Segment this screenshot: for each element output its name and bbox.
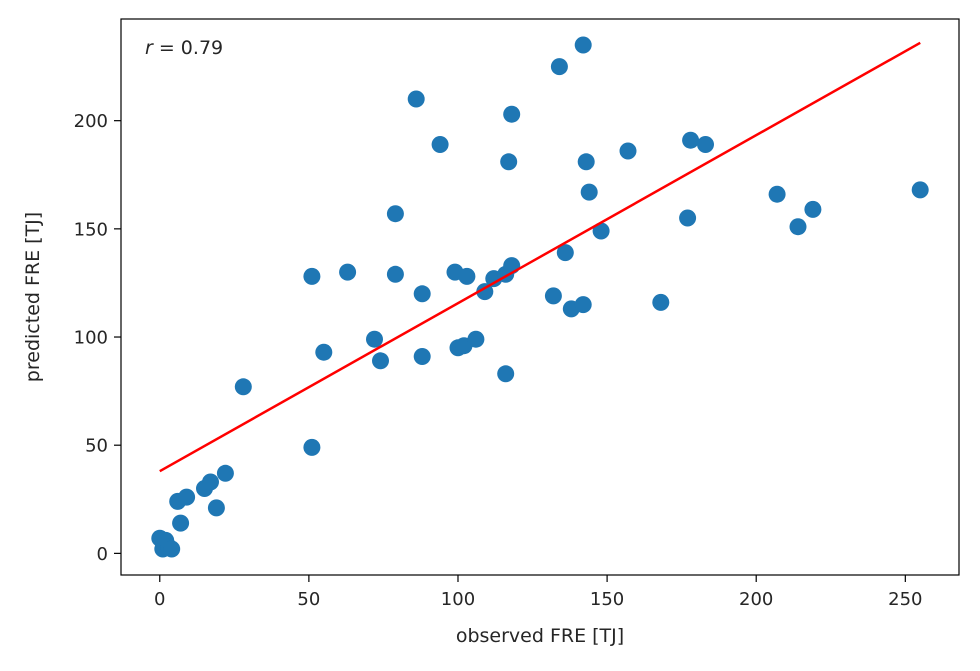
data-point-53 — [804, 200, 822, 218]
x-tick-label-150: 150 — [590, 589, 624, 610]
data-point-44 — [580, 183, 598, 201]
data-point-16 — [339, 263, 357, 281]
x-tick-label-50: 50 — [297, 589, 320, 610]
data-point-14 — [303, 438, 321, 456]
plot-frame — [120, 18, 960, 576]
data-point-4 — [163, 540, 181, 558]
data-point-6 — [172, 514, 190, 532]
data-point-39 — [556, 244, 574, 262]
x-axis-label: observed FRE [TJ] — [456, 625, 624, 647]
y-axis-label: predicted FRE [TJ] — [22, 212, 44, 382]
data-point-52 — [789, 218, 807, 236]
data-point-50 — [697, 136, 714, 153]
data-point-41 — [574, 36, 592, 54]
data-point-17 — [366, 330, 383, 348]
y-tick-label-150: 150 — [74, 219, 108, 240]
data-point-32 — [497, 365, 515, 383]
data-point-35 — [503, 105, 521, 123]
data-point-10 — [207, 499, 225, 517]
regression-line — [159, 41, 921, 473]
y-tick-label-0: 0 — [97, 544, 108, 565]
x-tick-label-200: 200 — [739, 589, 773, 610]
data-point-51 — [768, 185, 786, 203]
correlation-annotation: r = 0.79 — [145, 37, 223, 59]
data-point-49 — [682, 131, 700, 149]
data-point-13 — [303, 267, 321, 285]
data-points — [151, 36, 929, 558]
data-point-9 — [202, 473, 219, 491]
data-point-7 — [178, 488, 196, 506]
data-point-43 — [577, 153, 595, 171]
data-point-12 — [234, 378, 252, 396]
data-point-22 — [413, 285, 431, 303]
y-tick-label-50: 50 — [85, 436, 108, 457]
correlation-value: = 0.79 — [153, 37, 223, 59]
data-point-42 — [574, 296, 592, 314]
data-point-38 — [550, 58, 568, 76]
data-point-24 — [431, 136, 449, 153]
data-point-29 — [467, 330, 485, 348]
data-point-37 — [544, 287, 562, 305]
data-point-21 — [407, 90, 425, 108]
data-point-28 — [458, 267, 476, 285]
x-tick-label-0: 0 — [154, 589, 165, 610]
data-point-47 — [652, 293, 670, 311]
data-point-30 — [476, 283, 494, 301]
data-point-19 — [386, 205, 404, 223]
plot-area — [121, 19, 959, 575]
data-point-45 — [592, 222, 610, 240]
y-tick-label-200: 200 — [74, 111, 108, 132]
x-axis-ticks: 0 50 100 150 200 250 — [154, 575, 923, 610]
x-tick-label-250: 250 — [888, 589, 922, 610]
correlation-symbol: r — [145, 37, 154, 59]
x-tick-label-100: 100 — [441, 589, 475, 610]
data-point-23 — [413, 348, 431, 365]
data-point-46 — [619, 142, 637, 160]
data-point-18 — [372, 352, 389, 370]
data-point-48 — [679, 209, 697, 227]
data-point-11 — [216, 464, 234, 482]
y-tick-label-100: 100 — [74, 328, 108, 349]
data-point-20 — [386, 265, 404, 283]
data-point-54 — [911, 181, 929, 199]
y-axis-ticks: 0 50 100 150 200 — [74, 111, 121, 565]
data-point-34 — [500, 153, 518, 171]
fit-line-layer — [159, 41, 921, 473]
data-point-15 — [315, 343, 333, 361]
